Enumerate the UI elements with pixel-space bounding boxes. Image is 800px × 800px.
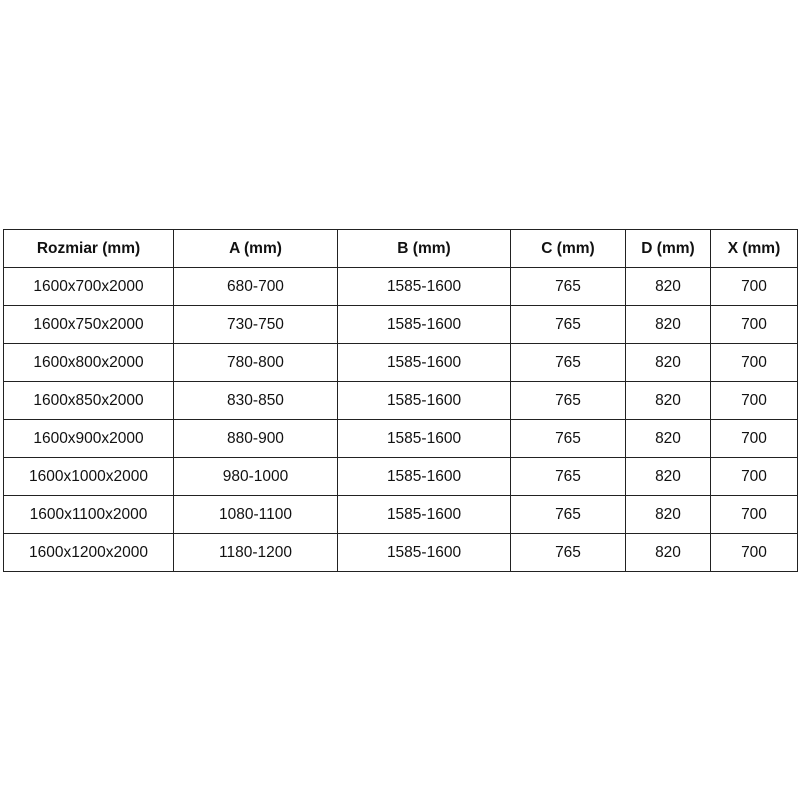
- header-a: A (mm): [173, 229, 338, 268]
- header-row: Rozmiar (mm) A (mm) B (mm) C (mm) D (mm)…: [3, 229, 798, 268]
- cell-b: 1585-1600: [337, 381, 511, 420]
- cell-b: 1585-1600: [337, 267, 511, 306]
- table-row: 1600x1000x2000 980-1000 1585-1600 765 820 700: [3, 457, 798, 496]
- cell-b: 1585-1600: [337, 343, 511, 382]
- cell-c: 765: [510, 267, 626, 306]
- cell-c: 765: [510, 381, 626, 420]
- cell-size: 1600x900x2000: [3, 419, 174, 458]
- cell-size: 1600x850x2000: [3, 381, 174, 420]
- cell-a: 680-700: [173, 267, 338, 306]
- table-row: 1600x850x2000 830-850 1585-1600 765 820 700: [3, 381, 798, 420]
- header-size: Rozmiar (mm): [3, 229, 174, 268]
- cell-size: 1600x700x2000: [3, 267, 174, 306]
- cell-size: 1600x1200x2000: [3, 533, 174, 572]
- cell-d: 820: [625, 457, 711, 496]
- cell-a: 780-800: [173, 343, 338, 382]
- cell-b: 1585-1600: [337, 305, 511, 344]
- cell-c: 765: [510, 343, 626, 382]
- cell-d: 820: [625, 533, 711, 572]
- cell-x: 700: [710, 533, 798, 572]
- cell-x: 700: [710, 457, 798, 496]
- header-c: C (mm): [510, 229, 626, 268]
- cell-b: 1585-1600: [337, 457, 511, 496]
- table-row: 1600x800x2000 780-800 1585-1600 765 820 700: [3, 343, 798, 382]
- cell-a: 1080-1100: [173, 495, 338, 534]
- dimensions-table: Rozmiar (mm) A (mm) B (mm) C (mm) D (mm)…: [3, 229, 798, 572]
- table-row: 1600x1100x2000 1080-1100 1585-1600 765 820 70…: [3, 495, 798, 534]
- cell-b: 1585-1600: [337, 495, 511, 534]
- cell-a: 980-1000: [173, 457, 338, 496]
- cell-d: 820: [625, 419, 711, 458]
- header-x: X (mm): [710, 229, 798, 268]
- cell-size: 1600x800x2000: [3, 343, 174, 382]
- cell-b: 1585-1600: [337, 419, 511, 458]
- cell-c: 765: [510, 495, 626, 534]
- header-b: B (mm): [337, 229, 511, 268]
- cell-x: 700: [710, 381, 798, 420]
- cell-a: 1180-1200: [173, 533, 338, 572]
- cell-c: 765: [510, 419, 626, 458]
- cell-b: 1585-1600: [337, 533, 511, 572]
- cell-a: 830-850: [173, 381, 338, 420]
- cell-x: 700: [710, 305, 798, 344]
- cell-a: 880-900: [173, 419, 338, 458]
- cell-x: 700: [710, 343, 798, 382]
- table-row: 1600x1200x2000 1180-1200 1585-1600 765 820 70…: [3, 533, 798, 572]
- cell-d: 820: [625, 343, 711, 382]
- table-row: 1600x700x2000 680-700 1585-1600 765 820 700: [3, 267, 798, 306]
- cell-d: 820: [625, 305, 711, 344]
- cell-c: 765: [510, 533, 626, 572]
- header-d: D (mm): [625, 229, 711, 268]
- table-row: 1600x900x2000 880-900 1585-1600 765 820 700: [3, 419, 798, 458]
- cell-c: 765: [510, 457, 626, 496]
- cell-x: 700: [710, 267, 798, 306]
- cell-d: 820: [625, 381, 711, 420]
- cell-d: 820: [625, 267, 711, 306]
- cell-size: 1600x1100x2000: [3, 495, 174, 534]
- cell-c: 765: [510, 305, 626, 344]
- cell-x: 700: [710, 495, 798, 534]
- cell-a: 730-750: [173, 305, 338, 344]
- cell-size: 1600x1000x2000: [3, 457, 174, 496]
- table-row: 1600x750x2000 730-750 1585-1600 765 820 700: [3, 305, 798, 344]
- cell-size: 1600x750x2000: [3, 305, 174, 344]
- cell-d: 820: [625, 495, 711, 534]
- cell-x: 700: [710, 419, 798, 458]
